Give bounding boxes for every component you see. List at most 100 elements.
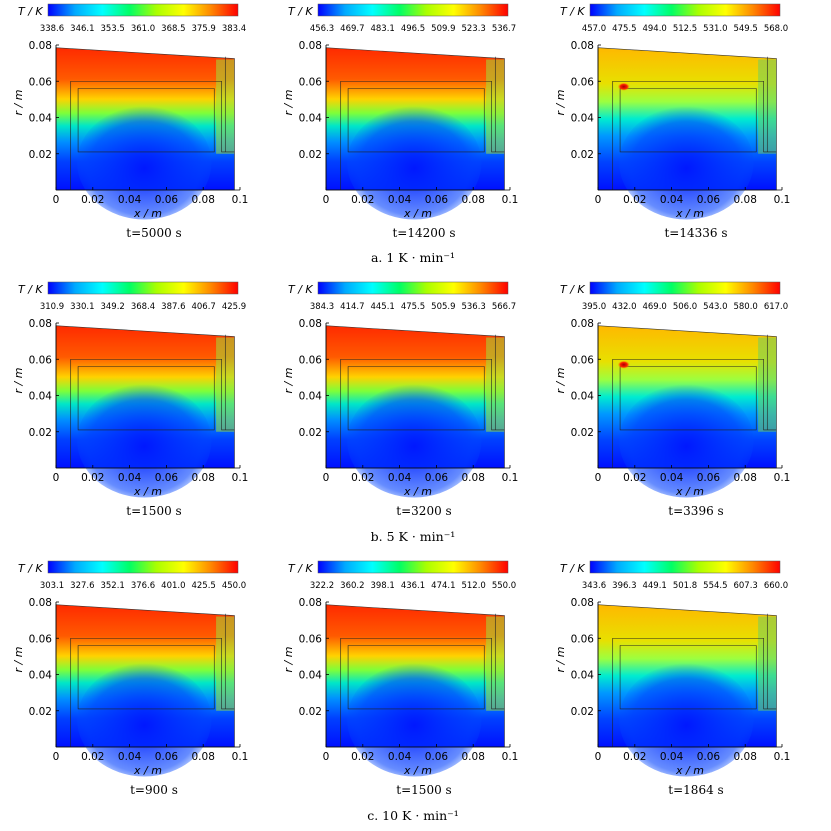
y-tick-label: 0.08 [299, 318, 322, 330]
colorbar-tick-label: 475.5 [401, 302, 425, 312]
x-tick-label: 0.02 [81, 751, 104, 763]
x-tick-label: 0.06 [155, 472, 179, 484]
x-tick-label: 0.02 [351, 472, 374, 484]
colorbar [589, 3, 781, 17]
colorbar-tick-label: 554.5 [703, 581, 727, 591]
x-tick-label: 0.1 [774, 472, 791, 484]
x-tick-label: 0.04 [388, 472, 412, 484]
colorbar-tick-label: 349.2 [100, 302, 124, 312]
y-tick-label: 0.06 [29, 76, 53, 88]
y-tick-label: 0.08 [571, 597, 594, 609]
geometry-outline [70, 358, 235, 468]
cold-core [347, 384, 482, 498]
chart-panel: T / K 322.2 360.2 398.1 436.1 474.1 512.0 550.0… [282, 560, 518, 797]
colorbar-title: T / K [18, 283, 43, 296]
colorbar [47, 3, 239, 17]
y-tick-label: 0.02 [571, 427, 594, 439]
geometry-inner-box [347, 645, 485, 710]
geometry-inner-box [77, 366, 215, 431]
x-tick-label: 0 [323, 472, 330, 484]
x-tick-label: 0.1 [502, 472, 519, 484]
colorbar-tick-label: 376.6 [131, 581, 155, 591]
x-tick-label: 0.08 [734, 194, 757, 206]
colorbar-tick-label: 568.0 [764, 24, 788, 34]
colorbar-tick-label: 496.5 [401, 24, 425, 34]
y-tick-label: 0.08 [29, 40, 52, 52]
x-tick-label: 0.06 [697, 751, 721, 763]
colorbar-tick-label: 432.0 [612, 302, 636, 312]
cold-core [77, 384, 212, 498]
colorbar-tick-label: 543.0 [703, 302, 727, 312]
colorbar-tick-label: 505.9 [431, 302, 455, 312]
y-axis-label: r / m [554, 90, 567, 116]
colorbar-tick-label: 536.3 [461, 302, 485, 312]
geometry-outline [70, 80, 235, 190]
chart-panel: T / K 303.1 327.6 352.1 376.6 401.0 425.5 450.0… [12, 560, 248, 797]
colorbar-tick-label: 330.1 [70, 302, 94, 312]
colorbar-tick-label: 523.3 [461, 24, 485, 34]
colorbar-tick-label: 346.1 [70, 24, 94, 34]
x-tick-label: 0.02 [81, 194, 104, 206]
x-axis-label: x / m [133, 207, 162, 220]
geometry-outline [612, 80, 777, 190]
colorbar-tick-label: 338.6 [40, 24, 64, 34]
time-label: t=1500 s [126, 504, 181, 518]
colorbar-tick-label: 512.5 [673, 24, 697, 34]
y-tick-label: 0.02 [29, 149, 52, 161]
y-tick-label: 0.08 [29, 597, 52, 609]
y-tick-label: 0.06 [571, 633, 595, 645]
colorbar-tick-label: 449.1 [642, 581, 666, 591]
x-tick-label: 0 [53, 751, 60, 763]
colorbar-tick-label: 303.1 [40, 581, 64, 591]
x-tick-label: 0.06 [697, 194, 721, 206]
x-tick-label: 0.02 [623, 194, 646, 206]
colorbar-tick-label: 310.9 [40, 302, 64, 312]
x-tick-label: 0 [595, 751, 602, 763]
geometry-inner-box [619, 645, 757, 710]
geometry-outline [340, 637, 505, 747]
colorbar-tick-label: 353.5 [100, 24, 124, 34]
x-tick-label: 0.04 [388, 194, 412, 206]
colorbar [589, 560, 781, 574]
y-tick-label: 0.02 [571, 149, 594, 161]
y-tick-label: 0.02 [299, 149, 322, 161]
colorbar-tick-label: 456.3 [310, 24, 334, 34]
colorbar-tick-label: 395.0 [582, 302, 606, 312]
y-tick-label: 0.08 [299, 40, 322, 52]
x-tick-label: 0.04 [118, 751, 142, 763]
row-caption: a. 1 K · min⁻¹ [371, 250, 455, 265]
x-tick-label: 0 [323, 194, 330, 206]
cold-core [77, 106, 212, 220]
hotspot-marker [617, 82, 630, 91]
colorbar-tick-label: 327.6 [70, 581, 94, 591]
time-label: t=1864 s [668, 783, 723, 797]
x-tick-label: 0.04 [118, 472, 142, 484]
colorbar-tick-label: 617.0 [764, 302, 788, 312]
colorbar [317, 3, 509, 17]
geometry-inner-box [77, 88, 215, 153]
x-tick-label: 0.02 [351, 751, 374, 763]
x-tick-label: 0.02 [623, 472, 646, 484]
colorbar-tick-label: 494.0 [642, 24, 666, 34]
colorbar-tick-label: 384.3 [310, 302, 334, 312]
colorbar-tick-label: 343.6 [582, 581, 606, 591]
geometry-outline [612, 358, 777, 468]
colorbar-tick-label: 509.9 [431, 24, 455, 34]
colorbar-tick-label: 361.0 [131, 24, 155, 34]
x-tick-label: 0 [595, 194, 602, 206]
x-tick-label: 0.06 [697, 472, 721, 484]
colorbar-tick-label: 550.0 [492, 581, 516, 591]
y-tick-label: 0.06 [571, 76, 595, 88]
geometry-inner-box [619, 88, 757, 153]
y-axis-label: r / m [282, 647, 295, 673]
colorbar-title: T / K [560, 5, 585, 18]
chart-panel: T / K 456.3 469.7 483.1 496.5 509.9 523.3 536.7… [282, 3, 518, 240]
time-label: t=900 s [130, 783, 178, 797]
y-tick-label: 0.04 [571, 113, 595, 125]
y-axis-label: r / m [554, 647, 567, 673]
x-tick-label: 0.02 [81, 472, 104, 484]
colorbar-tick-label: 352.1 [100, 581, 124, 591]
y-tick-label: 0.08 [571, 318, 594, 330]
x-tick-label: 0.04 [388, 751, 412, 763]
cold-core [347, 106, 482, 220]
